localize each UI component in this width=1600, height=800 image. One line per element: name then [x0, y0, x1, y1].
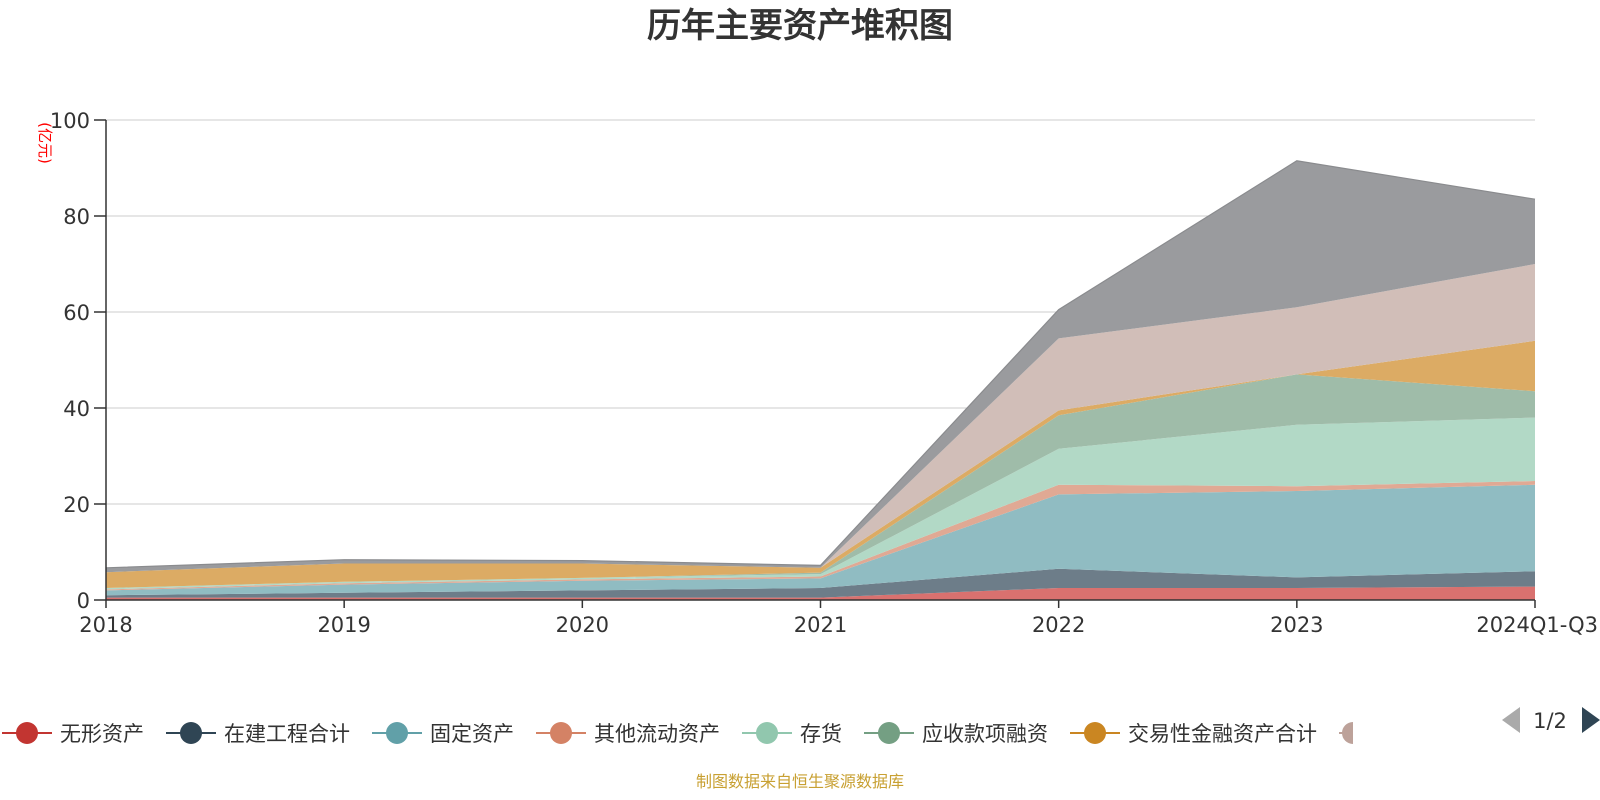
y-axis-unit: (亿元)	[36, 122, 54, 164]
y-tick-label: 40	[63, 397, 90, 421]
legend-label: 无形资产	[60, 722, 144, 746]
legend-item-4[interactable]: 其他流动资产	[536, 722, 720, 746]
x-tick-label: 2023	[1270, 613, 1323, 637]
area-series-6	[106, 374, 1535, 588]
area-series-7	[106, 340, 1535, 588]
legend-label: 存货	[800, 722, 842, 746]
legend-next-icon[interactable]	[1582, 707, 1600, 733]
legend-circle-icon	[16, 722, 38, 744]
y-tick-label: 100	[50, 109, 90, 133]
legend-circle-icon	[878, 722, 900, 744]
legend-circle-icon	[180, 722, 202, 744]
stack-total-outline	[105, 160, 1536, 569]
y-tick-label: 0	[77, 589, 90, 613]
legend-label: 应收款项融资	[922, 722, 1048, 746]
axes: 0 20 40 60 80 100 2018 2019 2020 2021 2022 2023 2024…	[50, 109, 1598, 637]
chart-title: 历年主要资产堆积图	[647, 6, 953, 46]
legend-circle-icon	[756, 722, 778, 744]
area-series-8	[106, 264, 1535, 573]
legend-item-6[interactable]: 应收款项融资	[864, 722, 1048, 746]
legend-partial-circle-icon	[1342, 722, 1353, 744]
legend-item-1[interactable]: 无形资产	[2, 722, 144, 746]
legend[interactable]: 无形资产 在建工程合计 固定资产 其他流动资产 存货 应收款项融资 交易性金融资产合计	[2, 722, 1353, 746]
y-tick-label: 20	[63, 493, 90, 517]
legend-item-7[interactable]: 交易性金融资产合计	[1070, 722, 1317, 746]
legend-label: 交易性金融资产合计	[1128, 722, 1317, 746]
y-tick-label: 60	[63, 301, 90, 325]
x-tick-label: 2024Q1-Q3	[1476, 613, 1598, 637]
legend-label: 在建工程合计	[224, 722, 350, 746]
legend-circle-icon	[1084, 722, 1106, 744]
area-series-5	[106, 417, 1535, 590]
x-tick-label: 2020	[556, 613, 609, 637]
area-series-2	[106, 568, 1535, 598]
area-series-9	[106, 160, 1535, 573]
legend-label: 其他流动资产	[594, 722, 720, 746]
data-source-note: 制图数据来自恒生聚源数据库	[696, 772, 904, 791]
legend-circle-icon	[550, 722, 572, 744]
legend-item-3[interactable]: 固定资产	[372, 722, 514, 746]
legend-label: 固定资产	[430, 722, 514, 746]
x-tick-label: 2022	[1032, 613, 1085, 637]
legend-page-indicator: 1/2	[1533, 709, 1567, 733]
area-series	[105, 160, 1536, 600]
x-tick-label: 2019	[317, 613, 370, 637]
legend-pager: 1/2	[1502, 707, 1600, 733]
x-tick-label: 2018	[79, 613, 132, 637]
legend-item-5[interactable]: 存货	[742, 722, 842, 746]
legend-item-2[interactable]: 在建工程合计	[166, 722, 350, 746]
legend-circle-icon	[386, 722, 408, 744]
y-tick-label: 80	[63, 205, 90, 229]
area-series-1	[106, 586, 1535, 600]
legend-prev-icon[interactable]	[1502, 707, 1520, 733]
x-tick-label: 2021	[794, 613, 847, 637]
area-series-3	[106, 484, 1535, 596]
